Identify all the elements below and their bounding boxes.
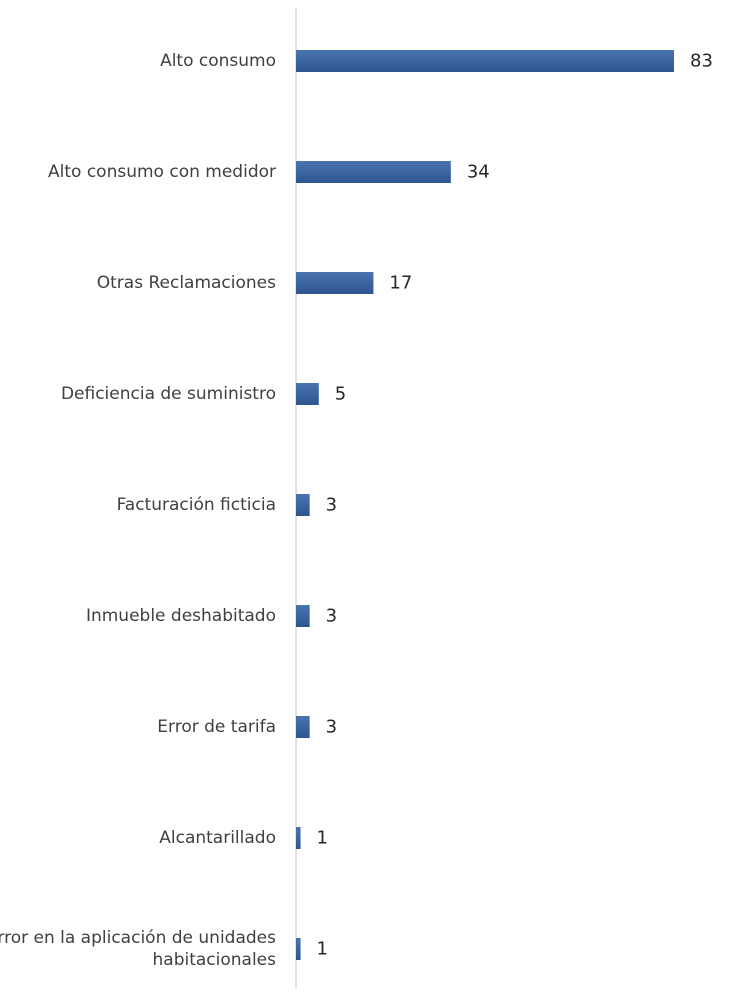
bar-1 bbox=[296, 50, 674, 72]
category-label-line: Inmueble deshabitado bbox=[86, 606, 276, 626]
data-label-3: 17 bbox=[389, 273, 412, 294]
category-label-5: Facturación ficticia bbox=[117, 495, 276, 515]
category-label-line: Facturación ficticia bbox=[117, 495, 276, 515]
bar-9 bbox=[296, 938, 301, 960]
bar-series bbox=[296, 50, 674, 960]
bar-7 bbox=[296, 716, 310, 738]
data-label-7: 3 bbox=[326, 717, 337, 738]
data-label-6: 3 bbox=[326, 606, 337, 627]
category-label-6: Inmueble deshabitado bbox=[86, 606, 276, 626]
category-label-line: Deficiencia de suministro bbox=[61, 384, 276, 404]
category-label-4: Deficiencia de suministro bbox=[61, 384, 276, 404]
category-label-7: Error de tarifa bbox=[157, 717, 276, 737]
category-label-1: Alto consumo bbox=[160, 51, 276, 71]
data-labels: 83 34 17 5 3 3 3 1 1 bbox=[317, 51, 713, 960]
category-label-line: Alto consumo con medidor bbox=[48, 162, 276, 182]
bar-5 bbox=[296, 494, 310, 516]
category-label-line: habitacionales bbox=[153, 950, 277, 970]
category-label-8: Alcantarillado bbox=[159, 828, 276, 848]
data-label-5: 3 bbox=[326, 495, 337, 516]
data-label-9: 1 bbox=[317, 939, 328, 960]
category-label-3: Otras Reclamaciones bbox=[97, 273, 276, 293]
bar-6 bbox=[296, 605, 310, 627]
data-label-2: 34 bbox=[467, 162, 490, 183]
category-label-line: Error en la aplicación de unidades bbox=[0, 928, 276, 948]
bar-8 bbox=[296, 827, 301, 849]
category-label-line: Otras Reclamaciones bbox=[97, 273, 276, 293]
category-label-line: Alcantarillado bbox=[159, 828, 276, 848]
category-labels: Alto consumo Alto consumo con medidor Otra… bbox=[0, 51, 276, 970]
data-label-4: 5 bbox=[335, 384, 346, 405]
category-label-line: Error de tarifa bbox=[157, 717, 276, 737]
category-label-2: Alto consumo con medidor bbox=[48, 162, 276, 182]
bar-4 bbox=[296, 383, 319, 405]
data-label-8: 1 bbox=[317, 828, 328, 849]
bar-3 bbox=[296, 272, 374, 294]
data-label-1: 83 bbox=[690, 51, 713, 72]
category-label-line: Alto consumo bbox=[160, 51, 276, 71]
category-label-9: Error en la aplicación de unidades habita… bbox=[0, 928, 276, 970]
bar-2 bbox=[296, 161, 451, 183]
